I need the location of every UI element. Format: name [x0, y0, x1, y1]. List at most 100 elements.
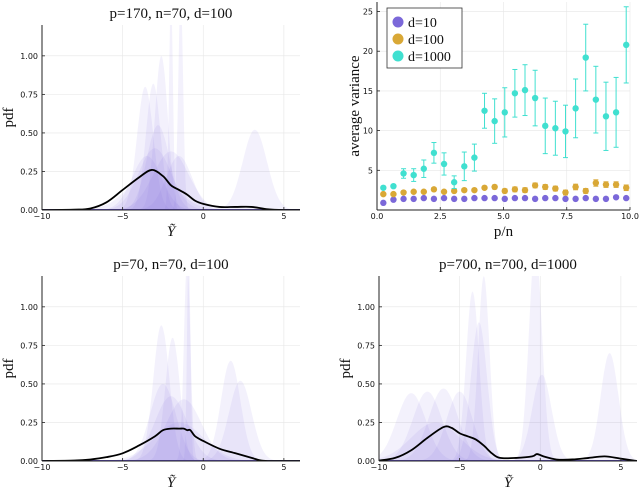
data-point — [612, 194, 620, 201]
data-point — [420, 188, 428, 195]
data-point — [531, 182, 539, 189]
y-tick-label: 1.00 — [20, 52, 38, 61]
sample-density — [379, 353, 637, 461]
data-point — [390, 182, 397, 190]
data-point — [440, 188, 448, 195]
x-axis-label: p/n — [494, 224, 514, 240]
plot-area — [380, 6, 630, 207]
y-axis-label: pdf — [1, 359, 17, 379]
sample-density — [42, 156, 300, 210]
y-tick-label: 0.50 — [20, 380, 38, 389]
data-point — [481, 107, 488, 114]
y-tick-label: 0.75 — [20, 341, 38, 350]
data-point — [461, 195, 468, 203]
data-point — [481, 194, 488, 202]
sample-density — [42, 156, 300, 210]
sample-density — [42, 399, 300, 461]
x-tick-label: 0.0 — [371, 212, 384, 221]
data-point — [521, 194, 529, 202]
x-tick-label: −5 — [117, 212, 129, 221]
legend-label: d=100 — [408, 33, 444, 48]
y-axis-label: pdf — [1, 108, 17, 128]
data-point — [481, 184, 488, 191]
data-point — [612, 109, 620, 116]
subplot-title: p=700, n=700, d=1000 — [439, 257, 577, 273]
data-point — [602, 113, 610, 120]
data-point — [400, 170, 407, 177]
data-point — [491, 194, 498, 202]
data-point — [623, 41, 630, 49]
sample-density — [42, 422, 300, 461]
y-tick-label: 15 — [363, 87, 373, 96]
x-tick-label: 5 — [281, 463, 286, 472]
y-tick-label: 5 — [368, 166, 373, 175]
y-tick-label: 25 — [363, 8, 373, 17]
y-axis-label: average variance — [347, 55, 363, 157]
data-point — [410, 195, 417, 203]
plot-area — [42, 25, 300, 210]
y-tick-label: 0.50 — [357, 380, 375, 389]
data-point — [562, 189, 569, 196]
legend: d=10 d=100 d=1000 — [386, 7, 463, 69]
y-tick-label: 20 — [363, 47, 373, 56]
x-tick-label: −5 — [454, 463, 466, 472]
data-point — [471, 194, 478, 202]
y-tick-label: 0.75 — [20, 90, 38, 99]
y-axis-label: pdf — [338, 359, 354, 379]
sample-density — [42, 25, 300, 210]
sample-density — [42, 383, 300, 461]
x-tick-label: 5 — [618, 463, 623, 472]
x-tick-label: −10 — [371, 463, 388, 472]
data-point — [410, 171, 417, 179]
data-point — [400, 189, 407, 196]
data-point — [552, 194, 559, 202]
data-point — [511, 194, 519, 202]
sample-density — [42, 171, 300, 210]
data-point — [542, 194, 549, 202]
data-point — [592, 96, 600, 103]
data-point — [562, 195, 569, 203]
subplot-2: d=10 d=100 d=1000 0.0 2.5 5.0 7.5 10.0 5 10 15 20 25… — [347, 2, 639, 240]
sample-density — [42, 125, 300, 210]
mean-density-line — [379, 425, 637, 461]
data-point — [612, 181, 620, 188]
data-point — [582, 54, 589, 61]
y-tick-label: 0.25 — [20, 418, 38, 427]
x-tick-label: 10.0 — [621, 212, 639, 221]
data-point — [572, 183, 579, 191]
data-point — [440, 160, 448, 168]
sample-density — [42, 55, 300, 210]
data-point — [592, 179, 600, 187]
plot-area — [42, 276, 300, 461]
data-point — [572, 195, 579, 203]
data-point — [380, 190, 387, 198]
y-tick-label: 1.00 — [357, 303, 375, 312]
data-point — [511, 186, 519, 193]
data-point — [430, 186, 438, 193]
x-tick-label: −5 — [117, 463, 129, 472]
data-point — [531, 94, 539, 102]
data-point — [511, 90, 519, 97]
data-point — [531, 195, 539, 203]
legend-marker — [392, 33, 404, 45]
y-tick-label: 0.00 — [20, 206, 38, 215]
data-point — [491, 117, 498, 125]
data-point — [602, 181, 610, 188]
data-point — [471, 186, 478, 194]
data-point — [542, 122, 549, 130]
y-tick-label: 0.25 — [357, 418, 375, 427]
x-axis-label: Ỹ — [167, 474, 177, 490]
x-axis-label: Ỹ — [504, 474, 514, 490]
data-point — [420, 194, 428, 202]
sample-density — [42, 148, 300, 210]
y-tick-label: 1.00 — [20, 303, 38, 312]
sample-density — [42, 325, 300, 461]
data-point — [501, 187, 508, 195]
mean-density-line — [42, 427, 300, 461]
data-point — [582, 187, 589, 195]
x-tick-label: 2.5 — [434, 212, 447, 221]
data-point — [542, 183, 549, 191]
data-point — [582, 194, 589, 202]
